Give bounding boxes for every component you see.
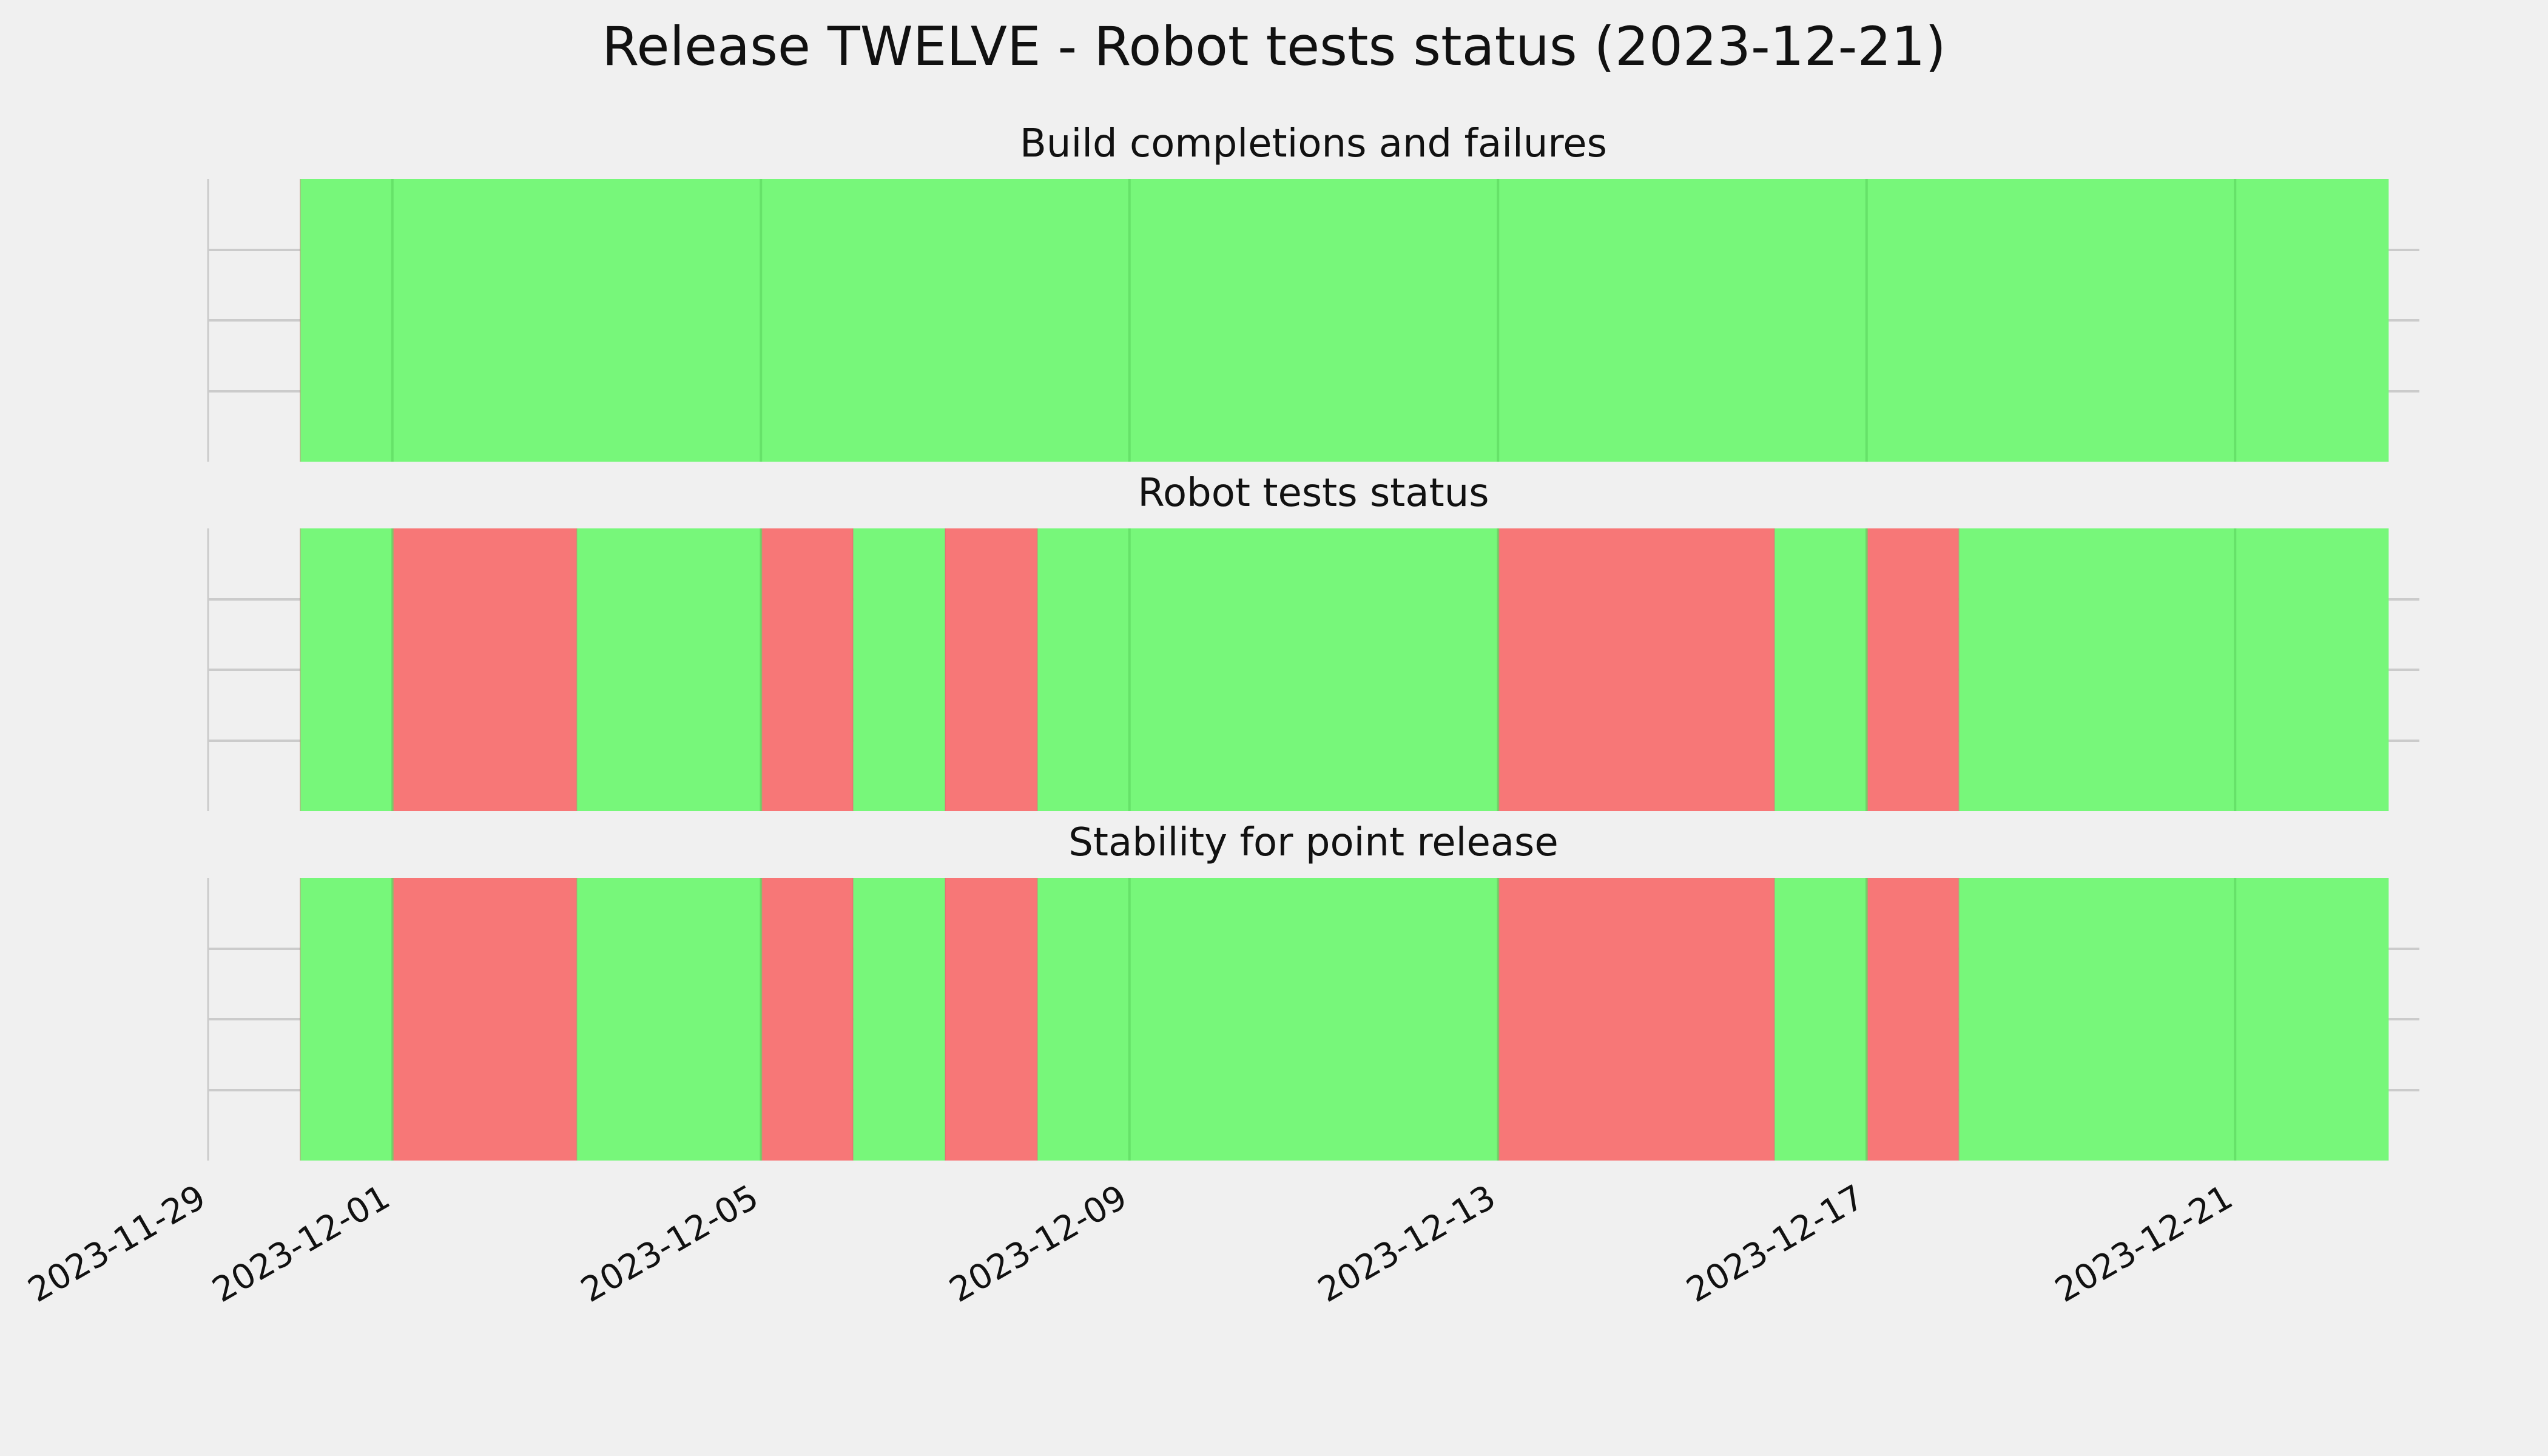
pass-segment: [1774, 528, 1867, 811]
pass-segment: [300, 179, 2389, 462]
pass-segment: [576, 528, 761, 811]
fail-segment: [1498, 878, 1774, 1161]
x-tick-label: 2023-12-01: [206, 1178, 396, 1310]
panel-title: Robot tests status: [1138, 471, 1489, 516]
pass-segment: [300, 878, 393, 1161]
panel-title: Stability for point release: [1068, 820, 1559, 865]
pass-segment: [300, 528, 393, 811]
chart-title: Release TWELVE - Robot tests status (202…: [602, 15, 1946, 78]
pass-segment: [1958, 528, 2389, 811]
fail-segment: [392, 878, 577, 1161]
fail-segment: [392, 528, 577, 811]
pass-segment: [1037, 528, 1498, 811]
pass-segment: [1037, 878, 1498, 1161]
x-tick-label: 2023-11-29: [22, 1178, 212, 1310]
fail-segment: [945, 528, 1037, 811]
x-tick-label: 2023-12-05: [575, 1178, 765, 1310]
pass-segment: [853, 528, 945, 811]
x-tick-label: 2023-12-17: [1680, 1178, 1870, 1310]
fail-segment: [761, 528, 854, 811]
pass-segment: [1958, 878, 2389, 1161]
fail-segment: [945, 878, 1037, 1161]
pass-segment: [853, 878, 945, 1161]
fail-segment: [1866, 878, 1959, 1161]
panel-title: Build completions and failures: [1020, 121, 1607, 166]
fail-segment: [1498, 528, 1774, 811]
fail-segment: [761, 878, 854, 1161]
x-tick-label: 2023-12-13: [1312, 1178, 1502, 1310]
pass-segment: [576, 878, 761, 1161]
x-tick-label: 2023-12-21: [2049, 1178, 2239, 1310]
x-tick-label: 2023-12-09: [943, 1178, 1133, 1310]
pass-segment: [1774, 878, 1867, 1161]
fail-segment: [1866, 528, 1959, 811]
